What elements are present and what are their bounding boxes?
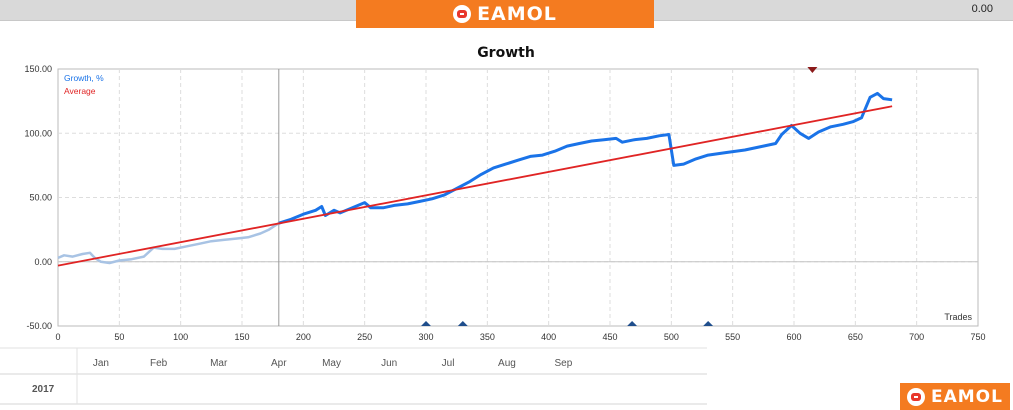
x-tick-label: 400	[541, 332, 556, 342]
x-tick-label: 750	[970, 332, 985, 342]
x-tick-label: 700	[909, 332, 924, 342]
x-tick-label: 250	[357, 332, 372, 342]
x-tick-label: 450	[602, 332, 617, 342]
months-table: Jan Feb Mar Apr May Jun Jul Aug Sep	[0, 347, 707, 405]
brand-banner-bottom[interactable]: EAMOL	[900, 383, 1010, 410]
y-tick-label: 0.00	[34, 257, 52, 267]
month-label: May	[322, 358, 341, 369]
y-tick-label: 150.00	[24, 64, 52, 74]
y-tick-label: 50.00	[29, 193, 52, 203]
markers-group	[421, 67, 818, 326]
brand-banner-top[interactable]: EAMOL	[356, 0, 654, 28]
x-tick-label: 350	[480, 332, 495, 342]
month-label: Sep	[554, 358, 572, 369]
balance-value: 0.00	[971, 3, 993, 15]
x-tick-label: 50	[114, 332, 124, 342]
x-axis-label: Trades	[944, 312, 972, 322]
x-tick-label: 150	[234, 332, 249, 342]
x-axis-ticks: 0 50 100 150 200 250 300 350 400 450 500 550 600 650 7…	[55, 332, 985, 342]
x-tick-label: 650	[848, 332, 863, 342]
brand-name: EAMOL	[477, 3, 557, 25]
month-label: Jul	[442, 358, 455, 369]
month-label: Apr	[271, 358, 287, 369]
y-tick-label: -50.00	[26, 321, 52, 331]
event-marker-top	[807, 67, 818, 73]
event-marker	[703, 321, 714, 326]
chart-title: Growth	[477, 45, 535, 61]
legend: Growth, % Average	[64, 73, 104, 96]
series-group	[57, 91, 893, 267]
month-label: Feb	[150, 358, 168, 369]
x-tick-label: 500	[664, 332, 679, 342]
plot-area	[57, 68, 979, 327]
month-label: Aug	[498, 358, 516, 369]
legend-entry-growth: Growth, %	[64, 73, 104, 83]
y-tick-label: 100.00	[24, 128, 52, 138]
x-tick-label: 550	[725, 332, 740, 342]
x-tick-label: 100	[173, 332, 188, 342]
month-label: Jan	[93, 358, 109, 369]
series-line-average	[57, 105, 893, 267]
series-line-growth	[278, 91, 893, 225]
year-label: 2017	[32, 384, 55, 395]
legend-entry-average: Average	[64, 86, 96, 96]
event-marker	[457, 321, 468, 326]
x-tick-label: 0	[55, 332, 60, 342]
x-tick-label: 200	[296, 332, 311, 342]
x-tick-label: 600	[786, 332, 801, 342]
brand-name-bottom: EAMOL	[931, 386, 1003, 407]
event-marker	[421, 321, 431, 326]
grid-lines	[58, 69, 978, 326]
month-label: Jun	[381, 358, 397, 369]
x-tick-label: 300	[418, 332, 433, 342]
event-marker	[627, 321, 638, 326]
y-axis-ticks: -50.00 0.00 50.00 100.00 150.00	[24, 64, 52, 331]
robot-logo-icon	[453, 5, 472, 23]
month-label: Mar	[210, 358, 228, 369]
robot-logo-icon	[907, 387, 925, 406]
